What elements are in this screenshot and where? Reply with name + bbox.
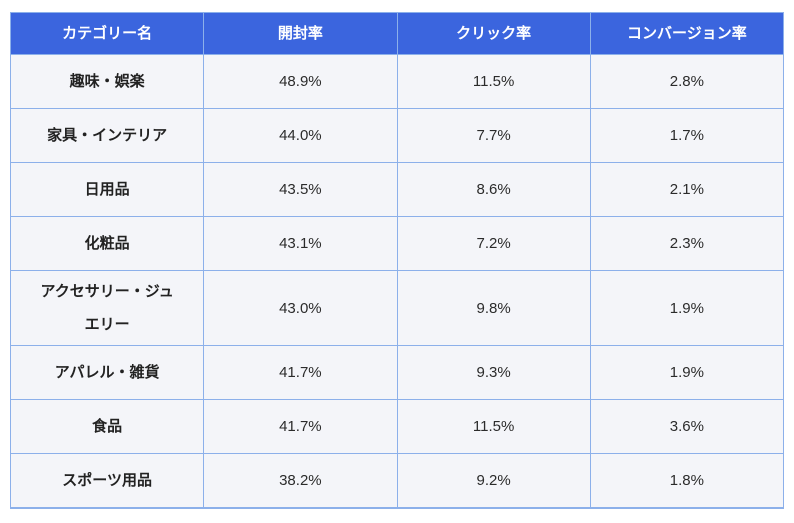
- category-cell: 食品: [9, 399, 205, 454]
- table-row: アパレル・雑貨 41.7% 9.3% 1.9%: [9, 345, 785, 400]
- category-cell: スポーツ用品: [9, 453, 205, 509]
- open-rate-cell: 38.2%: [203, 453, 398, 509]
- open-rate-cell: 43.0%: [203, 270, 398, 346]
- conversion-rate-cell: 1.8%: [589, 453, 785, 509]
- category-cell: 日用品: [9, 162, 205, 217]
- open-rate-cell: 48.9%: [203, 54, 398, 109]
- table-row: 日用品 43.5% 8.6% 2.1%: [9, 162, 785, 217]
- table-row: 家具・インテリア 44.0% 7.7% 1.7%: [9, 108, 785, 163]
- click-rate-cell: 7.7%: [396, 108, 591, 163]
- table-row: 趣味・娯楽 48.9% 11.5% 2.8%: [9, 54, 785, 109]
- category-cell: 家具・インテリア: [9, 108, 205, 163]
- category-cell: 趣味・娯楽: [9, 54, 205, 109]
- open-rate-cell: 43.1%: [203, 216, 398, 271]
- table-header: カテゴリー名 開封率 クリック率 コンバージョン率: [9, 12, 785, 55]
- click-rate-cell: 9.2%: [396, 453, 591, 509]
- column-header-category: カテゴリー名: [9, 12, 205, 55]
- table-row: 食品 41.7% 11.5% 3.6%: [9, 399, 785, 454]
- category-stats-table: カテゴリー名 開封率 クリック率 コンバージョン率 趣味・娯楽 48.9% 11…: [9, 12, 785, 509]
- table-body: 趣味・娯楽 48.9% 11.5% 2.8% 家具・インテリア 44.0% 7.…: [9, 54, 785, 509]
- open-rate-cell: 44.0%: [203, 108, 398, 163]
- open-rate-cell: 41.7%: [203, 399, 398, 454]
- click-rate-cell: 11.5%: [396, 399, 591, 454]
- category-cell: アクセサリー・ジュエリー: [9, 270, 205, 346]
- click-rate-cell: 11.5%: [396, 54, 591, 109]
- column-header-click-rate: クリック率: [396, 12, 591, 55]
- click-rate-cell: 7.2%: [396, 216, 591, 271]
- open-rate-cell: 41.7%: [203, 345, 398, 400]
- conversion-rate-cell: 3.6%: [589, 399, 785, 454]
- table-row: 化粧品 43.1% 7.2% 2.3%: [9, 216, 785, 271]
- open-rate-cell: 43.5%: [203, 162, 398, 217]
- header-row: カテゴリー名 開封率 クリック率 コンバージョン率: [9, 12, 785, 55]
- column-header-open-rate: 開封率: [203, 12, 398, 55]
- category-cell: 化粧品: [9, 216, 205, 271]
- table-row: アクセサリー・ジュエリー 43.0% 9.8% 1.9%: [9, 270, 785, 346]
- category-stats-table-container: カテゴリー名 開封率 クリック率 コンバージョン率 趣味・娯楽 48.9% 11…: [9, 12, 785, 509]
- column-header-conversion-rate: コンバージョン率: [589, 12, 785, 55]
- category-cell: アパレル・雑貨: [9, 345, 205, 400]
- conversion-rate-cell: 2.1%: [589, 162, 785, 217]
- conversion-rate-cell: 2.8%: [589, 54, 785, 109]
- conversion-rate-cell: 1.9%: [589, 345, 785, 400]
- click-rate-cell: 8.6%: [396, 162, 591, 217]
- table-row: スポーツ用品 38.2% 9.2% 1.8%: [9, 453, 785, 509]
- conversion-rate-cell: 1.9%: [589, 270, 785, 346]
- conversion-rate-cell: 2.3%: [589, 216, 785, 271]
- conversion-rate-cell: 1.7%: [589, 108, 785, 163]
- click-rate-cell: 9.8%: [396, 270, 591, 346]
- click-rate-cell: 9.3%: [396, 345, 591, 400]
